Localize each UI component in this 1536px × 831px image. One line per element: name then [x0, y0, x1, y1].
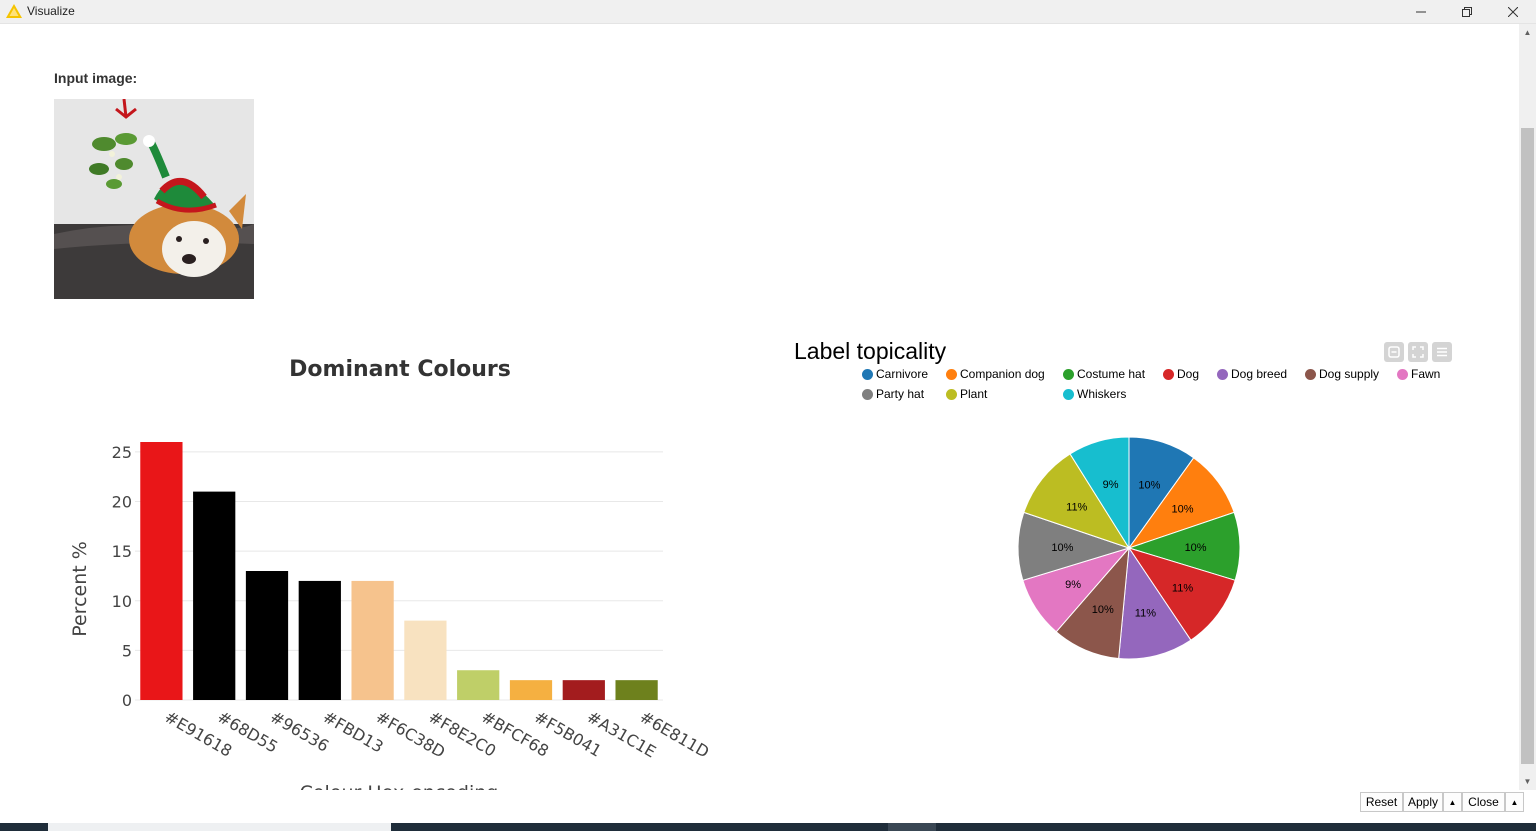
slice-value-label: 11%	[1135, 608, 1156, 620]
legend-item[interactable]: Dog supply	[1305, 367, 1379, 381]
slice-value-label: 10%	[1185, 542, 1207, 554]
zoom-icon	[1388, 346, 1400, 358]
slice-value-label: 10%	[1092, 604, 1114, 616]
bar	[298, 580, 341, 700]
fullscreen-icon	[1412, 346, 1424, 358]
legend-label: Costume hat	[1077, 367, 1146, 381]
slice-value-label: 9%	[1065, 579, 1081, 591]
slice-value-label: 10%	[1171, 503, 1193, 515]
window-title: Visualize	[27, 4, 75, 18]
legend-swatch	[946, 368, 957, 380]
view-content: Input image: Dominant Colours 0 5 10 15 20 25…	[0, 24, 1519, 790]
label-topicality-pie-chart: 10% 10% 10% 11% 11% 10% 9% 10% 11% 9%	[1017, 436, 1241, 660]
legend-swatch	[1217, 368, 1228, 380]
legend-item[interactable]: Carnivore	[862, 367, 928, 381]
pie-slice	[1127, 547, 1236, 641]
pie-slice	[1118, 546, 1192, 660]
menu-button[interactable]	[1432, 342, 1452, 362]
legend-item[interactable]: Dog breed	[1217, 367, 1287, 381]
minimize-icon	[1416, 11, 1426, 12]
pie-slice	[1023, 453, 1131, 549]
legend-swatch	[1063, 388, 1074, 400]
restore-icon	[1462, 6, 1472, 17]
legend-label: Dog	[1177, 367, 1200, 381]
y-tick-label: 5	[122, 641, 132, 660]
bar	[140, 442, 183, 700]
legend-swatch	[1163, 368, 1174, 380]
y-tick-label: 20	[112, 493, 132, 512]
close-button[interactable]: Close	[1462, 792, 1505, 812]
y-axis-label: Percent %	[69, 541, 91, 637]
slice-value-label: 10%	[1138, 480, 1160, 492]
legend-item[interactable]: Companion dog	[946, 367, 1045, 381]
bar	[193, 491, 236, 700]
legend-item[interactable]: Plant	[946, 387, 987, 401]
fullscreen-button[interactable]	[1408, 342, 1428, 362]
bar	[404, 620, 447, 700]
restore-button[interactable]	[1444, 0, 1490, 23]
legend-label: Carnivore	[876, 367, 929, 381]
pie-slice	[1069, 436, 1130, 550]
legend-label: Party hat	[876, 387, 925, 401]
slice-value-label: 10%	[1051, 542, 1073, 554]
legend-label: Plant	[960, 387, 988, 401]
bar	[562, 680, 605, 700]
scroll-up-icon[interactable]: ▲	[1523, 28, 1532, 37]
legend-swatch	[1305, 368, 1316, 380]
pie-chart-title: Label topicality	[794, 338, 947, 364]
legend-swatch	[1397, 368, 1408, 380]
bar-chart-title: Dominant Colours	[289, 357, 511, 382]
legend-swatch	[862, 388, 873, 400]
bar	[351, 580, 394, 700]
close-icon	[1508, 6, 1518, 17]
bar	[509, 680, 553, 700]
legend-swatch	[862, 368, 873, 380]
y-tick-label: 10	[112, 592, 132, 611]
legend-label: Whiskers	[1077, 387, 1127, 401]
legend-item[interactable]: Whiskers	[1063, 387, 1126, 401]
legend-item[interactable]: Party hat	[862, 387, 924, 401]
bar	[457, 670, 500, 700]
bar	[615, 680, 658, 700]
vertical-scrollbar[interactable]: ▲ ▼	[1519, 24, 1536, 790]
legend-label: Dog breed	[1231, 367, 1288, 381]
slice-value-label: 11%	[1172, 583, 1193, 595]
x-tick-label: #FBD13	[320, 707, 387, 757]
legend-item[interactable]: Dog	[1163, 367, 1199, 381]
dominant-colours-bar-chart: 0510152025#E91618#68D55#96536#FBD13#F6C3…	[69, 442, 712, 790]
chart-toolbar	[1384, 342, 1452, 362]
taskbar	[0, 823, 1536, 831]
slice-value-label: 11%	[1066, 502, 1087, 514]
bar	[245, 571, 289, 700]
scroll-down-icon[interactable]: ▼	[1523, 777, 1532, 786]
minimize-button[interactable]	[1398, 0, 1444, 23]
zoom-button[interactable]	[1384, 342, 1404, 362]
y-tick-label: 0	[122, 691, 132, 710]
y-tick-label: 15	[112, 542, 132, 561]
input-image	[54, 99, 254, 299]
reset-button[interactable]: Reset	[1360, 792, 1403, 812]
y-tick-label: 25	[112, 443, 132, 462]
legend-item[interactable]: Costume hat	[1063, 367, 1145, 381]
x-axis-label: Colour Hex-encoding	[300, 782, 499, 790]
legend-label: Fawn	[1411, 367, 1441, 381]
legend-swatch	[1063, 368, 1074, 380]
legend-item[interactable]: Fawn	[1397, 367, 1440, 381]
taskbar-item[interactable]	[888, 823, 936, 831]
taskbar-item[interactable]	[48, 823, 391, 831]
apply-dropdown-chevron-icon[interactable]: ▲	[1443, 792, 1462, 812]
close-dropdown-chevron-icon[interactable]: ▲	[1505, 792, 1524, 812]
scrollbar-thumb[interactable]	[1521, 128, 1534, 764]
window-titlebar: Visualize	[0, 0, 1536, 24]
legend-label: Companion dog	[960, 367, 1045, 381]
close-window-button[interactable]	[1490, 0, 1536, 23]
legend-swatch	[946, 388, 957, 400]
slice-value-label: 9%	[1103, 479, 1119, 491]
apply-button[interactable]: Apply	[1403, 792, 1443, 812]
x-tick-label: #96536	[267, 707, 332, 756]
legend-label: Dog supply	[1319, 367, 1380, 381]
menu-icon	[1437, 347, 1447, 357]
input-image-label: Input image:	[54, 70, 138, 86]
app-logo-icon	[6, 4, 22, 18]
